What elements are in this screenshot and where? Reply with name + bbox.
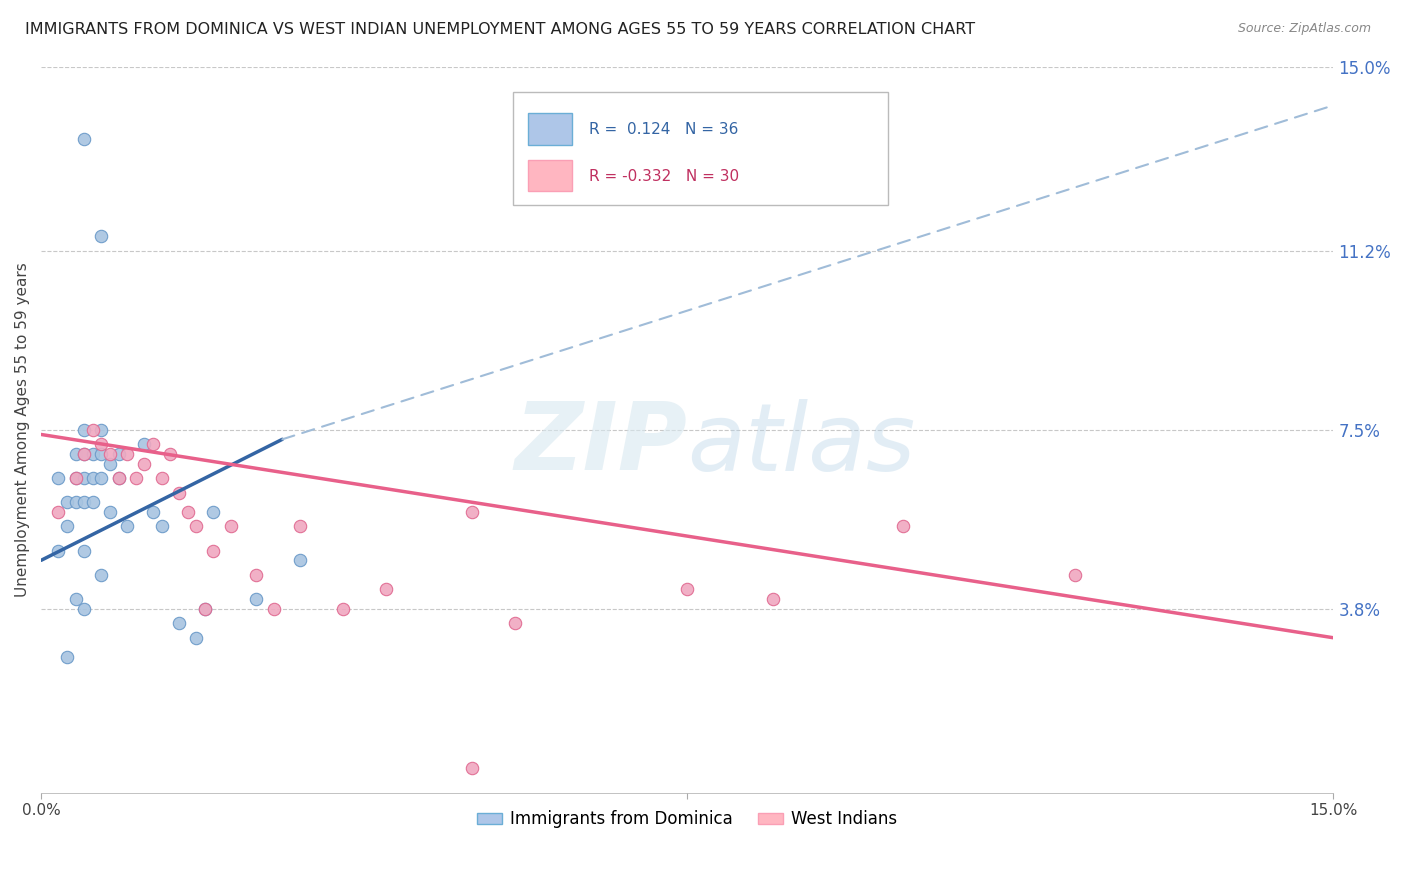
Point — [245, 567, 267, 582]
Point — [142, 505, 165, 519]
Point — [117, 447, 139, 461]
Point — [202, 505, 225, 519]
Text: ZIP: ZIP — [515, 398, 688, 490]
Point — [117, 519, 139, 533]
Point — [73, 471, 96, 485]
Point — [288, 519, 311, 533]
FancyBboxPatch shape — [529, 160, 572, 192]
Point — [762, 592, 785, 607]
Point — [194, 601, 217, 615]
Point — [1064, 567, 1087, 582]
Point — [90, 447, 112, 461]
Text: R =  0.124   N = 36: R = 0.124 N = 36 — [589, 122, 738, 137]
Point — [186, 519, 208, 533]
Text: Source: ZipAtlas.com: Source: ZipAtlas.com — [1237, 22, 1371, 36]
Point — [167, 485, 190, 500]
Point — [194, 601, 217, 615]
Point — [332, 601, 354, 615]
Point — [65, 447, 87, 461]
Point — [98, 447, 121, 461]
Point — [134, 457, 156, 471]
Point — [125, 471, 148, 485]
Point — [891, 519, 914, 533]
FancyBboxPatch shape — [529, 113, 572, 145]
Text: IMMIGRANTS FROM DOMINICA VS WEST INDIAN UNEMPLOYMENT AMONG AGES 55 TO 59 YEARS C: IMMIGRANTS FROM DOMINICA VS WEST INDIAN … — [25, 22, 976, 37]
Point — [503, 616, 526, 631]
Point — [65, 471, 87, 485]
Point — [176, 505, 198, 519]
Point — [676, 582, 699, 597]
Point — [167, 616, 190, 631]
Point — [142, 437, 165, 451]
Point — [245, 592, 267, 607]
Point — [65, 471, 87, 485]
Point — [56, 495, 79, 509]
Point — [219, 519, 242, 533]
Point — [98, 457, 121, 471]
Point — [73, 447, 96, 461]
Point — [134, 437, 156, 451]
Point — [56, 519, 79, 533]
Point — [82, 447, 104, 461]
Point — [65, 592, 87, 607]
Point — [82, 423, 104, 437]
Point — [90, 229, 112, 244]
Point — [90, 423, 112, 437]
Point — [82, 471, 104, 485]
FancyBboxPatch shape — [513, 92, 887, 204]
Point — [461, 761, 484, 775]
Text: R = -0.332   N = 30: R = -0.332 N = 30 — [589, 169, 740, 184]
Point — [73, 543, 96, 558]
Point — [107, 471, 129, 485]
Point — [90, 567, 112, 582]
Point — [150, 519, 173, 533]
Point — [90, 437, 112, 451]
Y-axis label: Unemployment Among Ages 55 to 59 years: Unemployment Among Ages 55 to 59 years — [15, 262, 30, 597]
Point — [65, 495, 87, 509]
Point — [56, 650, 79, 665]
Point — [73, 601, 96, 615]
Point — [82, 495, 104, 509]
Point — [90, 471, 112, 485]
Point — [461, 505, 484, 519]
Legend: Immigrants from Dominica, West Indians: Immigrants from Dominica, West Indians — [471, 804, 904, 835]
Point — [186, 631, 208, 645]
Point — [46, 543, 69, 558]
Point — [73, 132, 96, 146]
Point — [202, 543, 225, 558]
Point — [263, 601, 285, 615]
Point — [107, 471, 129, 485]
Point — [374, 582, 396, 597]
Point — [46, 505, 69, 519]
Point — [98, 505, 121, 519]
Text: atlas: atlas — [688, 399, 915, 490]
Point — [159, 447, 181, 461]
Point — [46, 471, 69, 485]
Point — [107, 447, 129, 461]
Point — [73, 495, 96, 509]
Point — [288, 553, 311, 567]
Point — [73, 447, 96, 461]
Point — [150, 471, 173, 485]
Point — [73, 423, 96, 437]
